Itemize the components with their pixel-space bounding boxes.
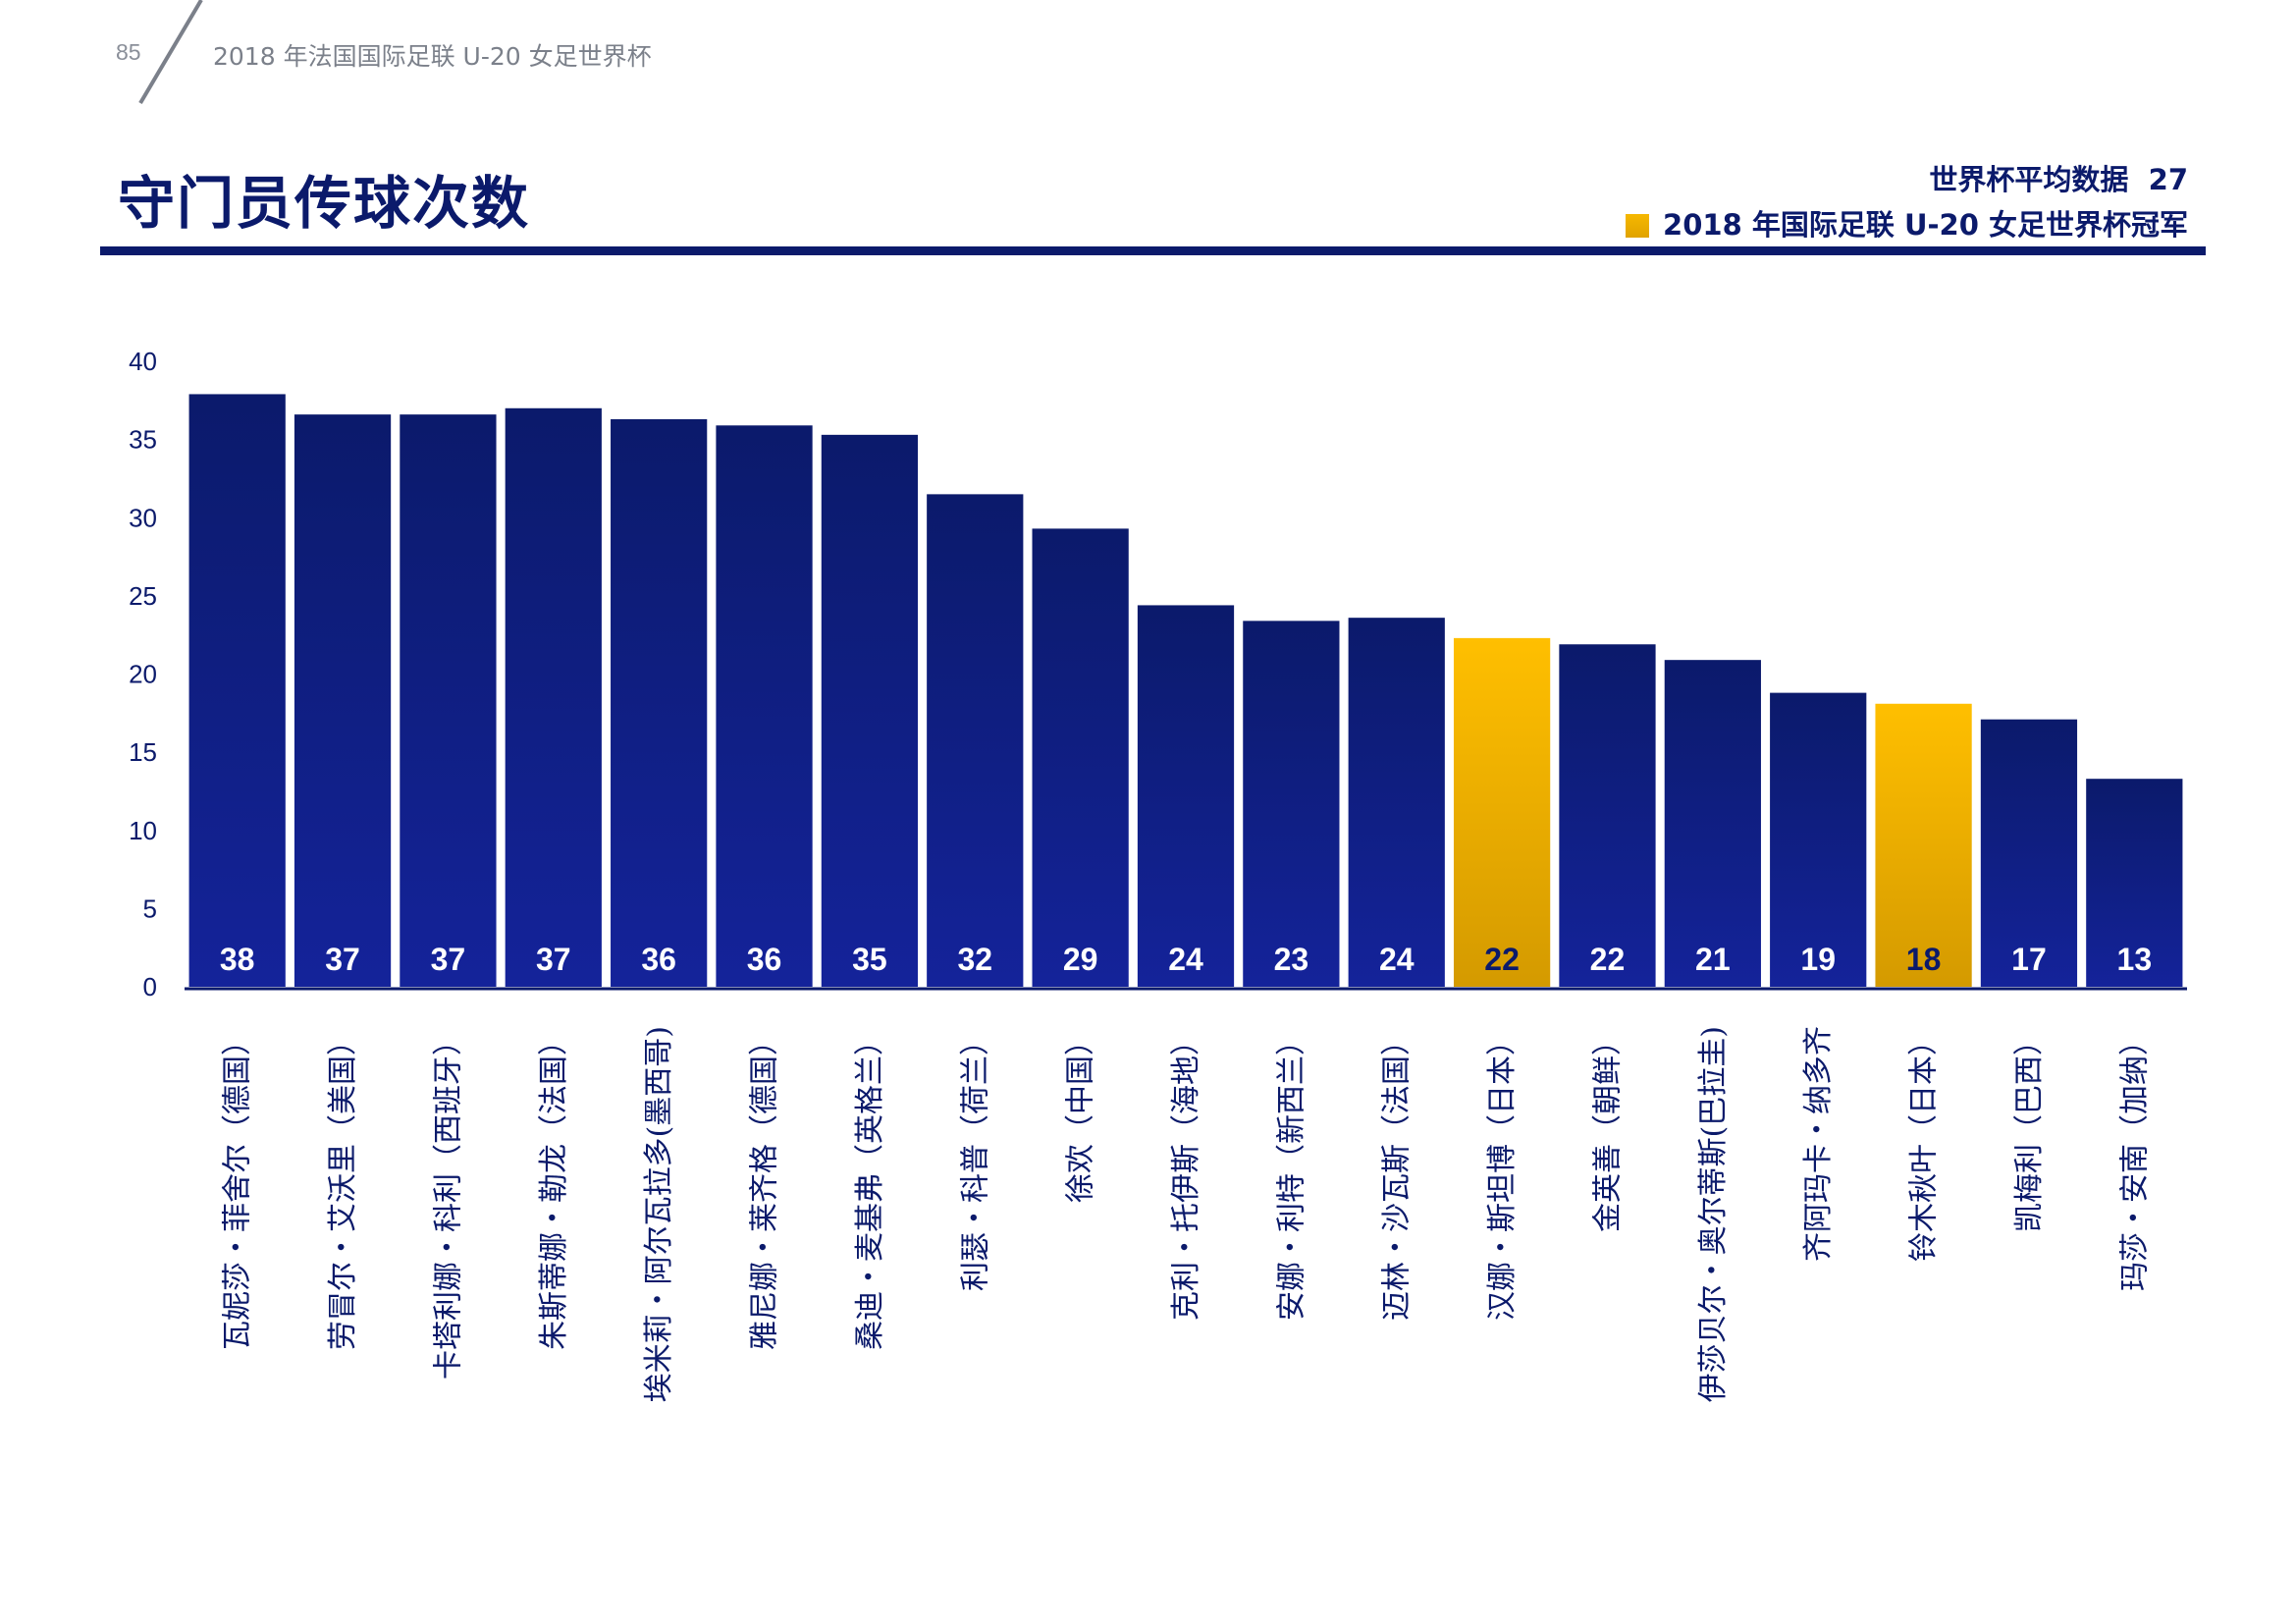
legend: 世界杯平均数据 27 2018 年国际足联 U-20 女足世界杯冠军 <box>1626 157 2188 247</box>
document-header-title: 2018 年法国国际足联 U-20 女足世界杯 <box>213 42 652 71</box>
bar-data-label: 37 <box>536 942 571 977</box>
y-tick-label: 5 <box>143 893 157 923</box>
bar <box>400 414 497 987</box>
bar-data-label: 23 <box>1274 942 1309 977</box>
x-category-label: 瓦妮莎・菲舍尔（德国） <box>221 1026 255 1350</box>
bar-data-label: 17 <box>2011 942 2047 977</box>
bar <box>1453 637 1551 987</box>
y-tick-label: 35 <box>129 425 157 455</box>
x-category-label: 卡塔利娜・科利（西班牙） <box>431 1026 465 1380</box>
legend-average-label: 世界杯平均数据 <box>1929 163 2129 196</box>
x-category-label: 凯梅利（巴西） <box>2012 1026 2047 1232</box>
bar <box>294 414 392 987</box>
x-category-label: 雅尼娜・莱齐格（德国） <box>748 1026 782 1350</box>
bar-data-label: 29 <box>1063 942 1098 977</box>
x-category-label: 桑迪・麦基弗（英格兰） <box>853 1026 887 1350</box>
x-category-label: 安娜・利特（新西兰） <box>1274 1026 1308 1321</box>
bar <box>188 394 286 987</box>
bar-data-label: 36 <box>747 942 782 977</box>
bar-data-label: 24 <box>1168 942 1203 977</box>
bar <box>927 494 1024 987</box>
x-category-label: 金英善（朝鲜） <box>1590 1026 1625 1232</box>
bar-data-label: 38 <box>220 942 255 977</box>
bar-data-label: 19 <box>1800 942 1836 977</box>
bar-data-label: 13 <box>2117 942 2153 977</box>
bar <box>1137 605 1235 987</box>
bar <box>716 425 813 988</box>
bar-data-label: 37 <box>431 942 466 977</box>
legend-champion-row: 2018 年国际足联 U-20 女足世界杯冠军 <box>1626 202 2188 247</box>
bar-data-label: 24 <box>1379 942 1415 977</box>
page-number: 85 <box>116 39 141 65</box>
x-category-label: 克利・托伊斯（海地） <box>1169 1026 1203 1321</box>
page-title: 守门员传球次数 <box>118 170 531 237</box>
x-category-label: 玛莎・安南（加纳） <box>2117 1026 2152 1291</box>
legend-average-value: 27 <box>2148 163 2188 196</box>
legend-average-row: 世界杯平均数据 27 <box>1626 157 2188 202</box>
y-tick-label: 20 <box>129 660 157 689</box>
y-tick-label: 25 <box>129 581 157 611</box>
legend-champion-swatch <box>1626 214 1650 238</box>
x-category-label: 埃米莉・阿尔瓦拉多(墨西哥) <box>642 1026 676 1402</box>
bar <box>1032 528 1129 987</box>
bar <box>1664 660 1761 987</box>
x-category-label: 迈林・沙瓦斯（法国） <box>1380 1026 1415 1321</box>
x-category-label: 朱斯蒂娜・勒龙（法国） <box>537 1026 571 1350</box>
bar-data-label: 22 <box>1590 942 1626 977</box>
y-tick-label: 0 <box>143 972 157 1001</box>
x-category-label: 铃木秋叶（日本） <box>1907 1026 1942 1262</box>
bar <box>1770 692 1867 987</box>
bar <box>1559 644 1656 987</box>
bar-data-label: 18 <box>1906 942 1942 977</box>
x-category-label: 利瑟・科普（荷兰） <box>958 1026 992 1291</box>
bar-data-label: 35 <box>852 942 887 977</box>
bar-data-label: 36 <box>641 942 676 977</box>
legend-champion-label: 2018 年国际足联 U-20 女足世界杯冠军 <box>1663 208 2188 242</box>
x-category-label: 汉娜・斯坦博（日本） <box>1485 1026 1520 1321</box>
title-underline-rule <box>100 246 2206 255</box>
bar-data-label: 22 <box>1484 942 1520 977</box>
bar <box>1348 618 1445 987</box>
y-tick-label: 30 <box>129 503 157 532</box>
bar <box>505 407 602 987</box>
bar <box>611 418 708 987</box>
x-category-label: 徐欢（中国） <box>1064 1026 1098 1203</box>
bar <box>2086 779 2183 987</box>
y-tick-label: 40 <box>129 347 157 376</box>
bar-data-label: 32 <box>957 942 992 977</box>
header-slash-divider <box>138 0 203 105</box>
y-tick-label: 10 <box>129 816 157 845</box>
bar <box>1243 621 1340 987</box>
bar-data-label: 37 <box>325 942 360 977</box>
bar <box>1875 703 1972 987</box>
bar <box>821 434 919 987</box>
x-category-label: 齐阿玛卡・纳多齐 <box>1801 1026 1836 1262</box>
bar <box>1980 719 2078 987</box>
x-category-label: 伊莎贝尔・奥尔蒂斯(巴拉圭) <box>1696 1026 1731 1402</box>
bar-data-label: 21 <box>1695 942 1731 977</box>
x-category-label: 劳冒尔・艾沃里（美国） <box>326 1026 360 1350</box>
y-tick-label: 15 <box>129 737 157 767</box>
